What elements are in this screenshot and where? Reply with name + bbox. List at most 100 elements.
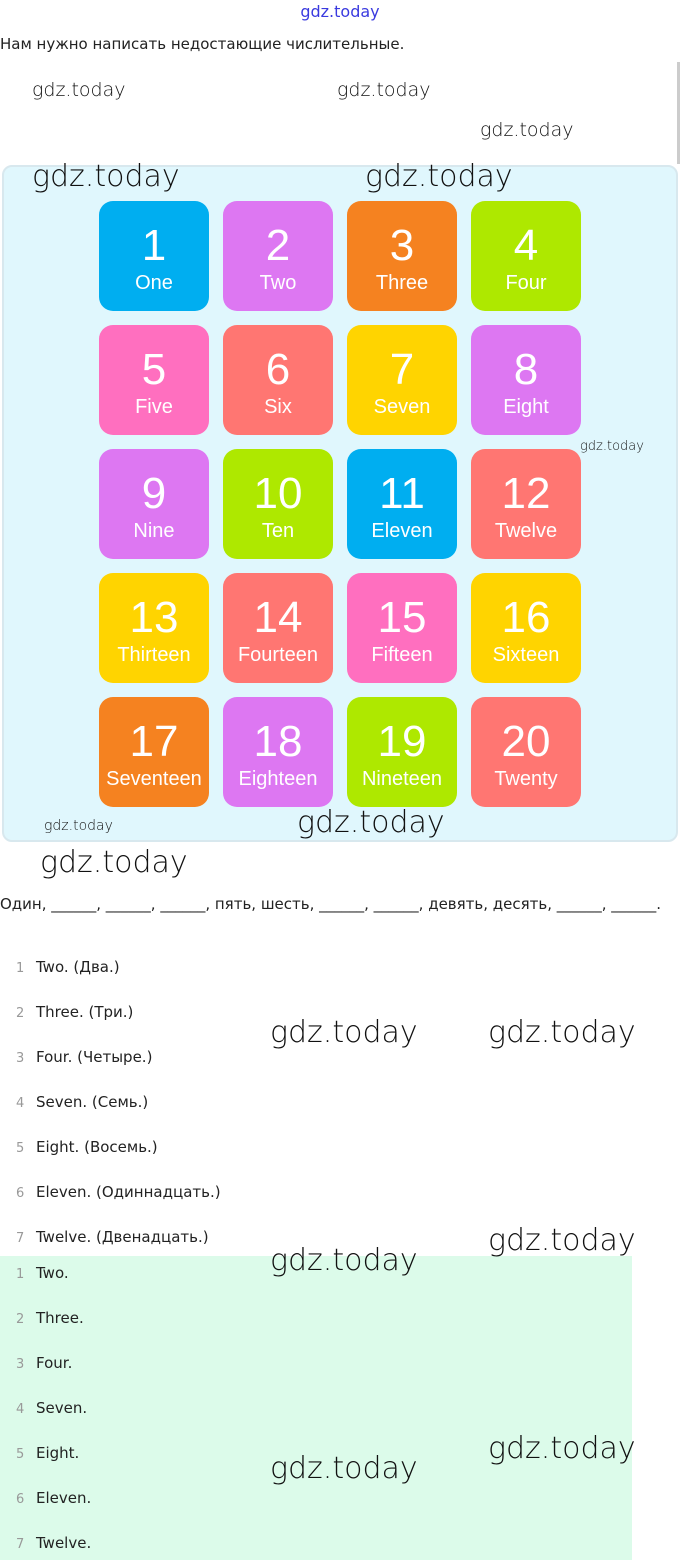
intro-text: Нам нужно написать недостающие числитель… [0, 35, 405, 53]
tile-word: Sixteen [492, 644, 560, 666]
tile-word: Ten [261, 520, 295, 542]
item-text: Twelve. (Двенадцать.) [36, 1228, 209, 1246]
watermark: gdz.today [365, 159, 513, 194]
answer-item: 5 Eight. [16, 1444, 79, 1464]
answer-item: 2 Three. (Три.) [16, 1003, 133, 1023]
item-number: 3 [16, 1357, 25, 1372]
item-number: 7 [16, 1537, 25, 1552]
item-number: 1 [16, 961, 25, 976]
tile-word: Fifteen [371, 644, 433, 666]
item-text: Seven. [36, 1399, 88, 1417]
item-number: 3 [16, 1051, 25, 1066]
answer-item: 4 Seven. (Семь.) [16, 1093, 148, 1113]
item-text: Two. [36, 1264, 69, 1282]
answer-item: 4 Seven. [16, 1399, 87, 1419]
item-number: 4 [16, 1096, 25, 1111]
tile-number: 16 [501, 593, 551, 642]
item-number: 5 [16, 1141, 25, 1156]
item-text: Three. (Три.) [36, 1003, 134, 1021]
item-text: Twelve. [36, 1534, 92, 1552]
item-text: Two. (Два.) [36, 958, 120, 976]
item-number: 7 [16, 1231, 25, 1246]
tile-number: 19 [377, 717, 427, 766]
number-tile: 5 Five [99, 325, 209, 435]
answer-item: 6 Eleven. (Одиннадцать.) [16, 1183, 221, 1203]
answer-item: 1 Two. [16, 1264, 69, 1284]
tile-number: 7 [389, 345, 415, 394]
item-number: 5 [16, 1447, 25, 1462]
number-tile: 16 Sixteen [471, 573, 581, 683]
tile-word: Four [505, 272, 547, 294]
number-tile: 11 Eleven [347, 449, 457, 559]
watermark: gdz.today [488, 1015, 636, 1050]
tile-number: 11 [379, 469, 425, 518]
answer-item: 3 Four. [16, 1354, 72, 1374]
tile-word: Two [259, 272, 297, 294]
answer-item: 7 Twelve. (Двенадцать.) [16, 1228, 209, 1248]
answer-item: 6 Eleven. [16, 1489, 91, 1509]
watermark: gdz.today [40, 845, 188, 880]
watermark: gdz.today [270, 1243, 418, 1278]
tile-number: 2 [265, 221, 291, 270]
item-number: 6 [16, 1186, 25, 1201]
watermark: gdz.today [488, 1223, 636, 1258]
number-tile: 9 Nine [99, 449, 209, 559]
tile-number: 13 [129, 593, 179, 642]
tile-word: Five [135, 396, 173, 418]
number-tile: 8 Eight [471, 325, 581, 435]
item-text: Four. (Четыре.) [36, 1048, 153, 1066]
tile-number: 17 [129, 717, 179, 766]
number-tile: 6 Six [223, 325, 333, 435]
tile-word: Eighteen [238, 768, 318, 790]
tile-word: Twelve [494, 520, 558, 542]
tile-number: 20 [501, 717, 551, 766]
watermark: gdz.today [44, 818, 113, 834]
tile-number: 10 [253, 469, 303, 518]
tile-number: 8 [513, 345, 539, 394]
watermark: gdz.today [297, 805, 445, 840]
watermark: gdz.today [480, 119, 574, 141]
number-tile: 4 Four [471, 201, 581, 311]
tile-word: Twenty [494, 768, 558, 790]
tile-number: 5 [141, 345, 167, 394]
watermark: gdz.today [270, 1451, 418, 1486]
answer-box [0, 1256, 632, 1560]
number-tile: 13 Thirteen [99, 573, 209, 683]
tile-number: 3 [389, 221, 415, 270]
answer-item: 1 Two. (Два.) [16, 958, 120, 978]
tile-word: Six [264, 396, 292, 418]
tile-number: 6 [265, 345, 291, 394]
item-text: Eight. (Восемь.) [36, 1138, 158, 1156]
answer-item: 7 Twelve. [16, 1534, 91, 1554]
tile-number: 18 [253, 717, 303, 766]
number-tile: 20 Twenty [471, 697, 581, 807]
number-tile: 3 Three [347, 201, 457, 311]
question-text: Один, ______, ______, ______, пять, шест… [0, 895, 662, 913]
number-tile: 18 Eighteen [223, 697, 333, 807]
number-tile: 1 One [99, 201, 209, 311]
number-tile: 19 Nineteen [347, 697, 457, 807]
item-text: Eight. [36, 1444, 80, 1462]
tile-word: Fourteen [237, 644, 319, 666]
tile-word: Nine [133, 520, 175, 542]
number-tile: 10 Ten [223, 449, 333, 559]
watermark: gdz.today [580, 439, 644, 454]
watermark: gdz.today [270, 1015, 418, 1050]
item-text: Three. [36, 1309, 84, 1327]
answer-item: 3 Four. (Четыре.) [16, 1048, 152, 1068]
tile-number: 12 [501, 469, 551, 518]
tile-number: 9 [141, 469, 167, 518]
tile-word: Eleven [371, 520, 433, 542]
tile-word: Seventeen [106, 768, 202, 790]
scrollbar[interactable] [677, 62, 680, 164]
tile-word: One [135, 272, 173, 294]
number-tile: 14 Fourteen [223, 573, 333, 683]
answer-item: 5 Eight. (Восемь.) [16, 1138, 158, 1158]
tile-word: Thirteen [117, 644, 191, 666]
watermark: gdz.today [337, 79, 431, 101]
item-text: Eleven. (Одиннадцать.) [36, 1183, 221, 1201]
watermark: gdz.today [32, 159, 180, 194]
watermark: gdz.today [300, 2, 380, 21]
tile-word: Eight [503, 396, 549, 418]
watermark: gdz.today [488, 1431, 636, 1466]
